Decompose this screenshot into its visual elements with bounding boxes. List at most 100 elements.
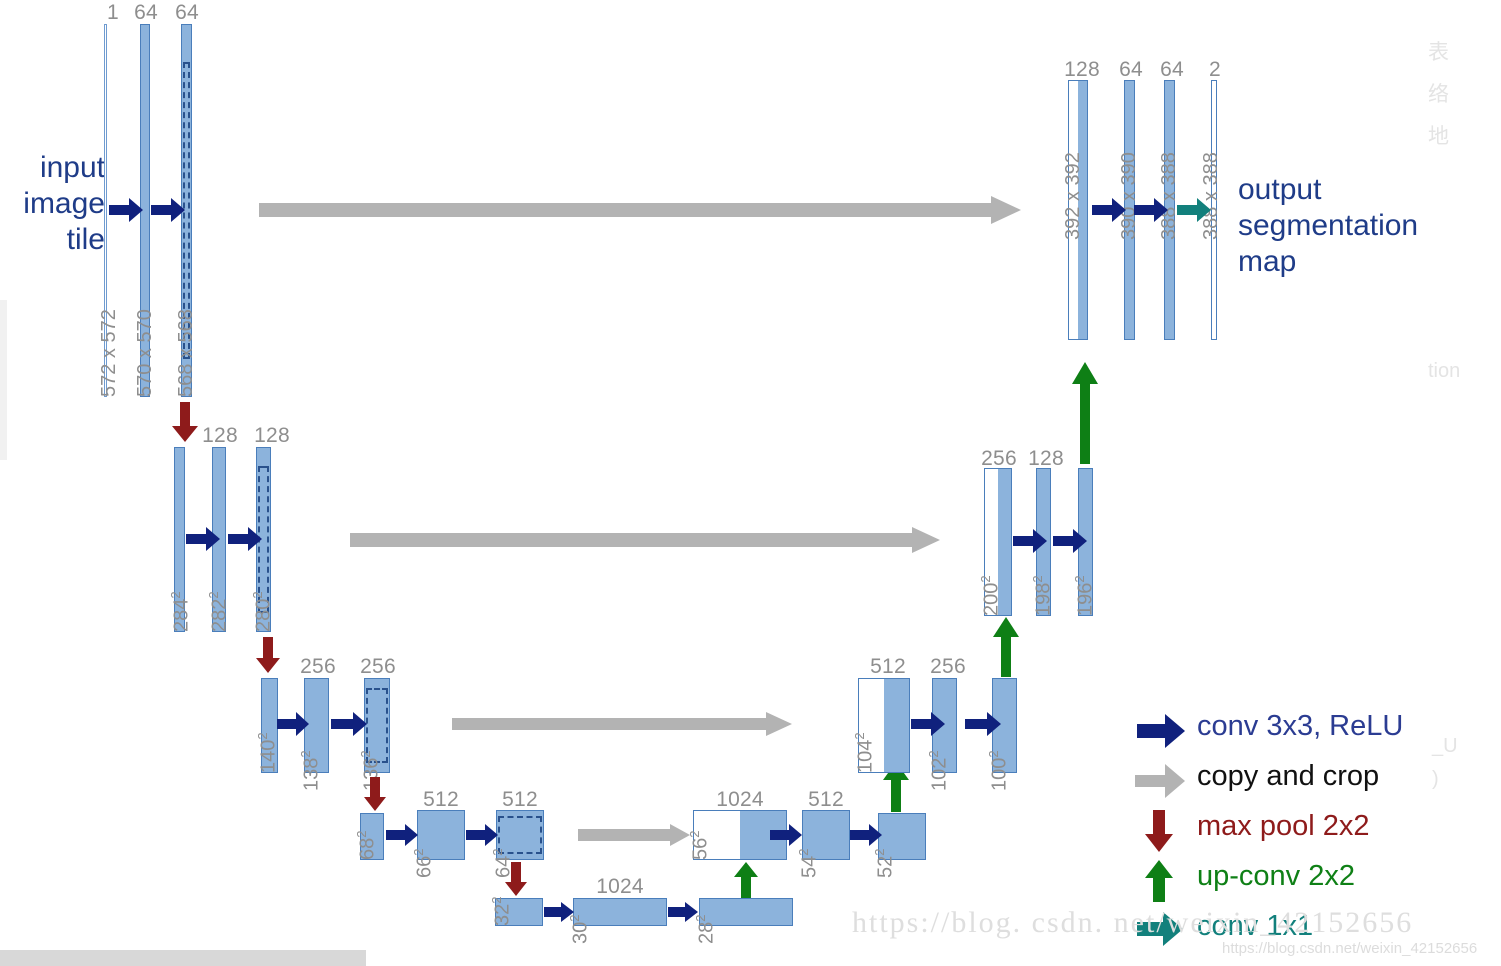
- channel-label-d2b: 128: [1028, 447, 1064, 470]
- size-label-e4a: 682: [354, 830, 379, 860]
- size-label-d1a: 392 x 392: [1062, 152, 1084, 240]
- background-fragment-tion: tion: [1428, 360, 1461, 382]
- size-label-e4b: 662: [411, 848, 436, 878]
- conv-arrow-e3-1: [277, 712, 309, 736]
- bottom-gray-bar: [0, 950, 366, 966]
- block-e4b: [417, 810, 465, 860]
- channel-label-d1c: 64: [1160, 58, 1184, 81]
- block-e4c: [496, 810, 544, 860]
- conv-arrow-e2-1: [186, 527, 220, 551]
- legend-label-copy-crop: copy and crop: [1197, 760, 1380, 792]
- conv-arrow-e1-1: [109, 198, 143, 222]
- channel-label-e1c: 64: [175, 1, 199, 24]
- size-label-bottleneck-a: 322: [489, 896, 514, 926]
- size-label-d1b: 390 x 390: [1118, 152, 1140, 240]
- conv-arrow-e3-2: [331, 712, 367, 736]
- channel-label-d4b: 512: [808, 788, 844, 811]
- size-label-d1c: 388 x 388: [1158, 152, 1180, 240]
- channel-label-e1b: 64: [134, 1, 158, 24]
- conv-arrow-d4-1: [770, 824, 802, 846]
- maxpool-arrow-level1: [172, 402, 198, 442]
- size-label-e3a: 1402: [255, 732, 280, 773]
- size-label-e2a: 2842: [168, 591, 193, 632]
- upconv-arrow-to-decoder3: [883, 762, 909, 812]
- legend-label-max-pool: max pool 2x2: [1197, 810, 1370, 842]
- block-e3c: [364, 678, 390, 773]
- block-d3a-concat: [858, 678, 910, 773]
- down-arrow-dark-red-icon: [1135, 806, 1193, 856]
- maxpool-arrow-level3: [364, 777, 386, 811]
- block-e2a: [174, 447, 185, 632]
- legend-label-conv: conv 3x3, ReLU: [1197, 710, 1404, 742]
- left-edge-gray-strip: [0, 300, 7, 460]
- conv-arrow-bottleneck-1: [544, 902, 574, 922]
- block-e3b: [304, 678, 329, 773]
- size-label-d3c: 1002: [986, 750, 1011, 791]
- conv-arrow-d2-1: [1013, 529, 1047, 553]
- upconv-arrow-to-decoder1: [1072, 362, 1098, 464]
- conv-arrow-d3-2: [965, 712, 1001, 736]
- background-fragment-paren: ): [1432, 768, 1439, 790]
- block-d1a-concat: [1068, 80, 1088, 340]
- channel-label-d2a: 256: [981, 447, 1017, 470]
- channel-label-bottleneck: 1024: [596, 875, 644, 898]
- size-label-d3a: 1042: [852, 732, 877, 773]
- channel-label-output: 2: [1209, 58, 1221, 81]
- copy-crop-arrow-level4: [578, 824, 690, 846]
- size-label-d2b: 1982: [1030, 575, 1055, 616]
- size-label-e3b: 1382: [298, 750, 323, 791]
- copy-crop-arrow-level3: [452, 712, 792, 736]
- background-fragment-u: _U: [1432, 735, 1458, 757]
- conv-arrow-e2-2: [228, 527, 262, 551]
- block-bottleneck-a: [495, 898, 543, 926]
- conv-arrow-d1-2: [1134, 198, 1168, 222]
- size-label-d4a: 562: [687, 830, 712, 860]
- channel-label-e2c: 128: [254, 424, 290, 447]
- channel-label-e2b: 128: [202, 424, 238, 447]
- maxpool-arrow-level4: [505, 862, 527, 896]
- channel-label-e3b: 256: [300, 655, 336, 678]
- up-arrow-green-icon: [1135, 856, 1193, 906]
- size-label-e1a: 572 x 572: [98, 309, 120, 397]
- channel-label-e1a: 1: [107, 1, 119, 24]
- channel-label-d1b: 64: [1119, 58, 1143, 81]
- size-label-output: 388 x 388: [1200, 152, 1222, 240]
- channel-label-e4c: 512: [502, 788, 538, 811]
- channel-label-d4a: 1024: [716, 788, 764, 811]
- size-label-e2c: 2802: [250, 591, 275, 632]
- size-label-d3b: 1022: [926, 750, 951, 791]
- size-label-e1b: 570 x 570: [134, 309, 156, 397]
- size-label-e2b: 2822: [206, 591, 231, 632]
- size-label-e1c: 568 x 568: [175, 309, 197, 397]
- conv-arrow-d2-2: [1053, 529, 1087, 553]
- block-e1a: [104, 24, 107, 397]
- right-arrow-navy-icon: [1135, 706, 1193, 756]
- conv-arrow-e4-2: [466, 824, 498, 846]
- block-bottleneck-c: [699, 898, 793, 926]
- conv-arrow-e4-1: [386, 824, 418, 846]
- input-image-tile-label: input image tile: [23, 151, 105, 256]
- upconv-arrow-to-decoder2: [993, 617, 1019, 677]
- background-cjk-text: 表络地: [1428, 41, 1449, 148]
- channel-label-d1a: 128: [1064, 58, 1100, 81]
- right-arrow-gray-icon: [1135, 756, 1193, 806]
- channel-label-e3c: 256: [360, 655, 396, 678]
- block-d4c: [878, 813, 926, 860]
- maxpool-arrow-level2: [256, 637, 280, 673]
- channel-label-d3b: 256: [930, 655, 966, 678]
- size-label-d4b: 542: [796, 848, 821, 878]
- output-segmentation-map-label: output segmentation map: [1238, 173, 1419, 278]
- conv-arrow-d4-2: [850, 824, 882, 846]
- block-d4b: [802, 810, 850, 860]
- conv1x1-arrow-output: [1177, 198, 1211, 222]
- conv-arrow-d3-1: [911, 712, 945, 736]
- size-label-d4c: 522: [872, 848, 897, 878]
- upconv-arrow-to-decoder4: [734, 862, 758, 898]
- legend-label-conv-1x1: conv 1x1: [1197, 910, 1314, 942]
- copy-crop-arrow-level2: [350, 527, 940, 553]
- conv-arrow-e1-2: [151, 198, 185, 222]
- conv-arrow-bottleneck-2: [668, 902, 698, 922]
- channel-label-e4b: 512: [423, 788, 459, 811]
- copy-crop-arrow-level1: [259, 196, 1021, 224]
